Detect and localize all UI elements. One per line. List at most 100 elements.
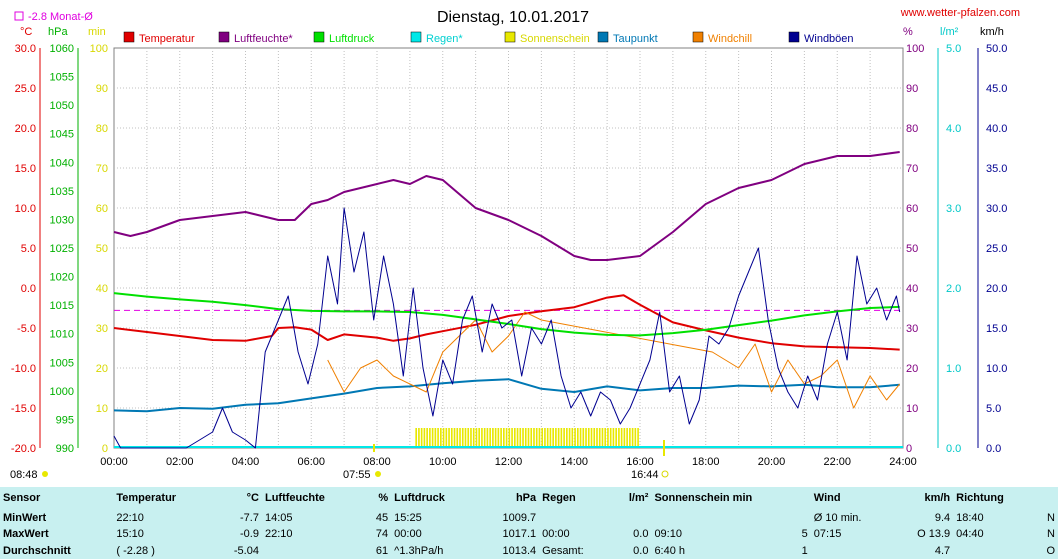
- sunshine-bar: [415, 428, 417, 448]
- sunshine-bar: [555, 428, 557, 448]
- sunshine-bar: [492, 428, 494, 448]
- hdr-sunshine: Sonnenschein min: [654, 492, 753, 505]
- sunset-icon: [661, 470, 669, 478]
- series-windchill: [327, 311, 901, 409]
- sunshine-bar: [494, 428, 497, 448]
- hdr-hum-unit: %: [378, 492, 389, 505]
- legend-swatch: [410, 31, 422, 43]
- temp-axis-label: 20.0: [15, 123, 36, 135]
- sunshine-bar: [530, 428, 533, 448]
- legend-swatch: [597, 31, 609, 43]
- wind-axis-label: 50.0: [986, 43, 1007, 55]
- sunshine-bar: [590, 428, 593, 448]
- sunshine-bar: [453, 428, 456, 448]
- wind-axis-label: 5.0: [986, 403, 1001, 415]
- sunshine-bar: [563, 428, 565, 448]
- sunshine-bar: [568, 428, 571, 448]
- sunshine-bar: [513, 428, 516, 448]
- sunshine-bar: [607, 428, 609, 448]
- temp-axis-label: -5.0: [17, 323, 36, 335]
- minutes-axis-label: 80: [96, 123, 108, 135]
- sunshine-bar: [552, 428, 554, 448]
- minutes-axis-label: 50: [96, 243, 108, 255]
- minutes-axis-label: 60: [96, 203, 108, 215]
- humidity-axis-label: 50: [906, 243, 918, 255]
- temp-axis-label: -15.0: [11, 403, 36, 415]
- humidity-axis-label: 30: [906, 323, 918, 335]
- sunshine-bar: [464, 428, 467, 448]
- pressure-axis-label: 1040: [50, 157, 74, 169]
- humidity-unit: %: [903, 26, 913, 38]
- wind-axis-label: 20.0: [986, 283, 1007, 295]
- legend-swatch: [692, 31, 704, 43]
- wind-axis-label: 10.0: [986, 363, 1007, 375]
- sunshine-bar: [620, 428, 623, 448]
- x-tick-label: 14:00: [560, 456, 588, 468]
- sunshine-bar: [571, 428, 574, 448]
- sunshine-bar: [489, 428, 491, 448]
- hdr-wind: Wind: [813, 492, 841, 505]
- temp-axis-label: 25.0: [15, 83, 36, 95]
- sunshine-bar: [533, 428, 535, 448]
- sunshine-bar: [431, 428, 434, 448]
- monthly-avg-icon: [14, 11, 24, 21]
- sunshine-bar: [582, 428, 585, 448]
- sunshine-bar: [459, 428, 461, 448]
- minutes-axis-label: 10: [96, 403, 108, 415]
- pressure-axis-label: 1000: [50, 386, 74, 398]
- temp-axis-label: 5.0: [21, 243, 36, 255]
- sunshine-bar: [623, 428, 626, 448]
- minutes-unit: min: [88, 26, 106, 38]
- sunshine-bar: [637, 428, 639, 448]
- sunshine-bar: [467, 428, 470, 448]
- monthly-avg-label: -2.8 Monat-Ø: [28, 11, 93, 23]
- wind-axis-label: 15.0: [986, 323, 1007, 335]
- sunshine-bar: [437, 428, 439, 448]
- sunshine-bar: [519, 428, 522, 448]
- stats-row-avg: Durchschnitt ( -2.28 ) -5.04 61 ^1.3hPa/…: [3, 544, 1055, 557]
- x-tick-label: 00:00: [100, 456, 128, 468]
- sunshine-bar: [579, 428, 582, 448]
- chart-title: Dienstag, 10.01.2017: [437, 9, 589, 26]
- x-tick-label: 02:00: [166, 456, 194, 468]
- minutes-axis-label: 30: [96, 323, 108, 335]
- sunshine-bar: [461, 428, 464, 448]
- temp-axis-label: -10.0: [11, 363, 36, 375]
- minutes-axis-label: 70: [96, 163, 108, 175]
- minutes-axis-label: 0: [102, 443, 108, 455]
- humidity-axis-label: 0: [906, 443, 912, 455]
- sunshine-bar: [587, 428, 590, 448]
- sunshine-bar: [609, 428, 612, 448]
- sunshine-bar: [429, 428, 431, 448]
- sunshine-bar: [631, 428, 634, 448]
- pressure-axis-label: 1035: [50, 186, 74, 198]
- pressure-axis-label: 1020: [50, 272, 74, 284]
- sunshine-bar: [544, 428, 546, 448]
- sunshine-bar: [560, 428, 563, 448]
- x-tick-label: 06:00: [297, 456, 325, 468]
- legend-label: Taupunkt: [613, 33, 658, 45]
- sunshine-bar: [541, 428, 544, 448]
- wind-unit: km/h: [980, 26, 1004, 38]
- pressure-axis-label: 1045: [50, 129, 74, 141]
- wind-axis-label: 0.0: [986, 443, 1001, 455]
- x-tick-label: 22:00: [823, 456, 851, 468]
- legend-swatch: [123, 31, 135, 43]
- sunshine-bar: [557, 428, 560, 448]
- sunshine-bar: [426, 428, 428, 448]
- hdr-temperature: Temperatur: [116, 492, 177, 505]
- humidity-axis-label: 80: [906, 123, 918, 135]
- rain-axis-label: 5.0: [946, 43, 961, 55]
- hdr-rain: Regen: [542, 492, 576, 505]
- pressure-axis-label: 1055: [50, 72, 74, 84]
- humidity-axis-label: 90: [906, 83, 918, 95]
- website-label: www.wetter-pfalzen.com: [900, 7, 1020, 19]
- sunrise-time: 08:48: [10, 469, 38, 481]
- sunshine-bar: [418, 428, 420, 448]
- sunshine-bar: [522, 428, 524, 448]
- pressure-axis-label: 1010: [50, 329, 74, 341]
- wind-axis-label: 25.0: [986, 243, 1007, 255]
- pressure-axis-label: 1015: [50, 300, 74, 312]
- sunshine-bar: [546, 428, 549, 448]
- stats-row-min: MinWert 22:10 -7.7 14:05 45 15:25 1009.7…: [3, 511, 1055, 524]
